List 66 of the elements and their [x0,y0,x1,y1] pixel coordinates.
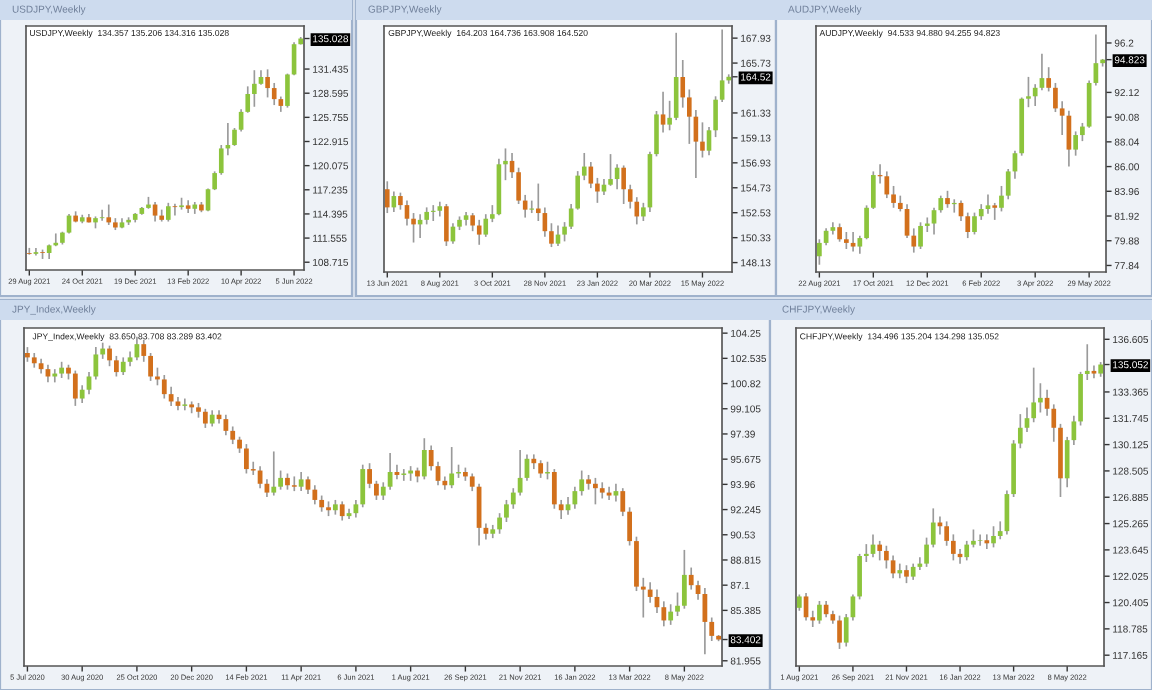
candlestick [977,533,983,547]
candlestick [106,203,112,226]
candlestick [161,374,167,400]
candlestick [107,344,112,368]
candlestick [421,437,427,481]
candlestick [837,614,842,650]
candlestick [593,477,598,506]
candlestick [271,450,277,497]
candlestick [517,449,523,497]
candlestick [172,202,178,217]
candlestick [608,153,613,187]
candlestick [1031,366,1037,424]
candlestick [449,446,455,490]
candlestick [265,68,270,99]
candlestick [944,520,949,547]
candlestick [252,69,257,108]
candlestick [444,203,449,247]
candlestick [1091,364,1097,380]
candlestick [572,485,578,510]
candlestick [972,211,977,236]
candlestick [483,213,489,238]
candlestick [964,540,970,562]
candlestick [476,219,482,246]
candlestick [497,512,502,535]
candlestick [660,90,666,134]
candlestick [202,407,208,429]
candlestick [531,453,537,470]
candlestick [897,562,903,580]
candlestick [312,484,318,506]
candlestick [374,479,379,501]
candlestick [291,475,297,492]
candlestick [1073,130,1079,157]
candlestick [850,231,856,253]
candlestick [675,591,680,617]
candlestick [837,222,842,243]
candlestick [99,208,105,222]
candlestick [168,385,174,407]
candlestick [681,549,687,610]
candlestick [113,355,119,378]
candlestick [298,471,304,492]
candlestick [884,170,890,199]
candlestick [817,600,822,625]
candlestick [182,397,188,412]
candlestick [339,500,345,522]
candlestick [668,603,674,626]
candlestick [72,369,78,407]
candlestick [702,587,708,656]
candlestick [271,82,277,106]
candlestick [985,193,991,215]
candlestick [165,202,171,223]
candlestick [877,540,883,562]
candlestick [951,533,956,562]
candlestick [367,462,372,490]
candlestick [244,443,249,475]
candlestick [401,468,407,482]
candlestick [621,164,626,205]
candlestick [992,202,998,221]
candlestick [384,180,390,214]
candlestick [387,452,393,491]
candlestick [430,204,436,222]
candlestick [984,533,990,550]
candlestick [529,199,535,214]
candlestick [223,413,229,437]
candlestick [884,544,889,570]
candlestick [918,221,923,250]
candlestick [991,525,996,549]
